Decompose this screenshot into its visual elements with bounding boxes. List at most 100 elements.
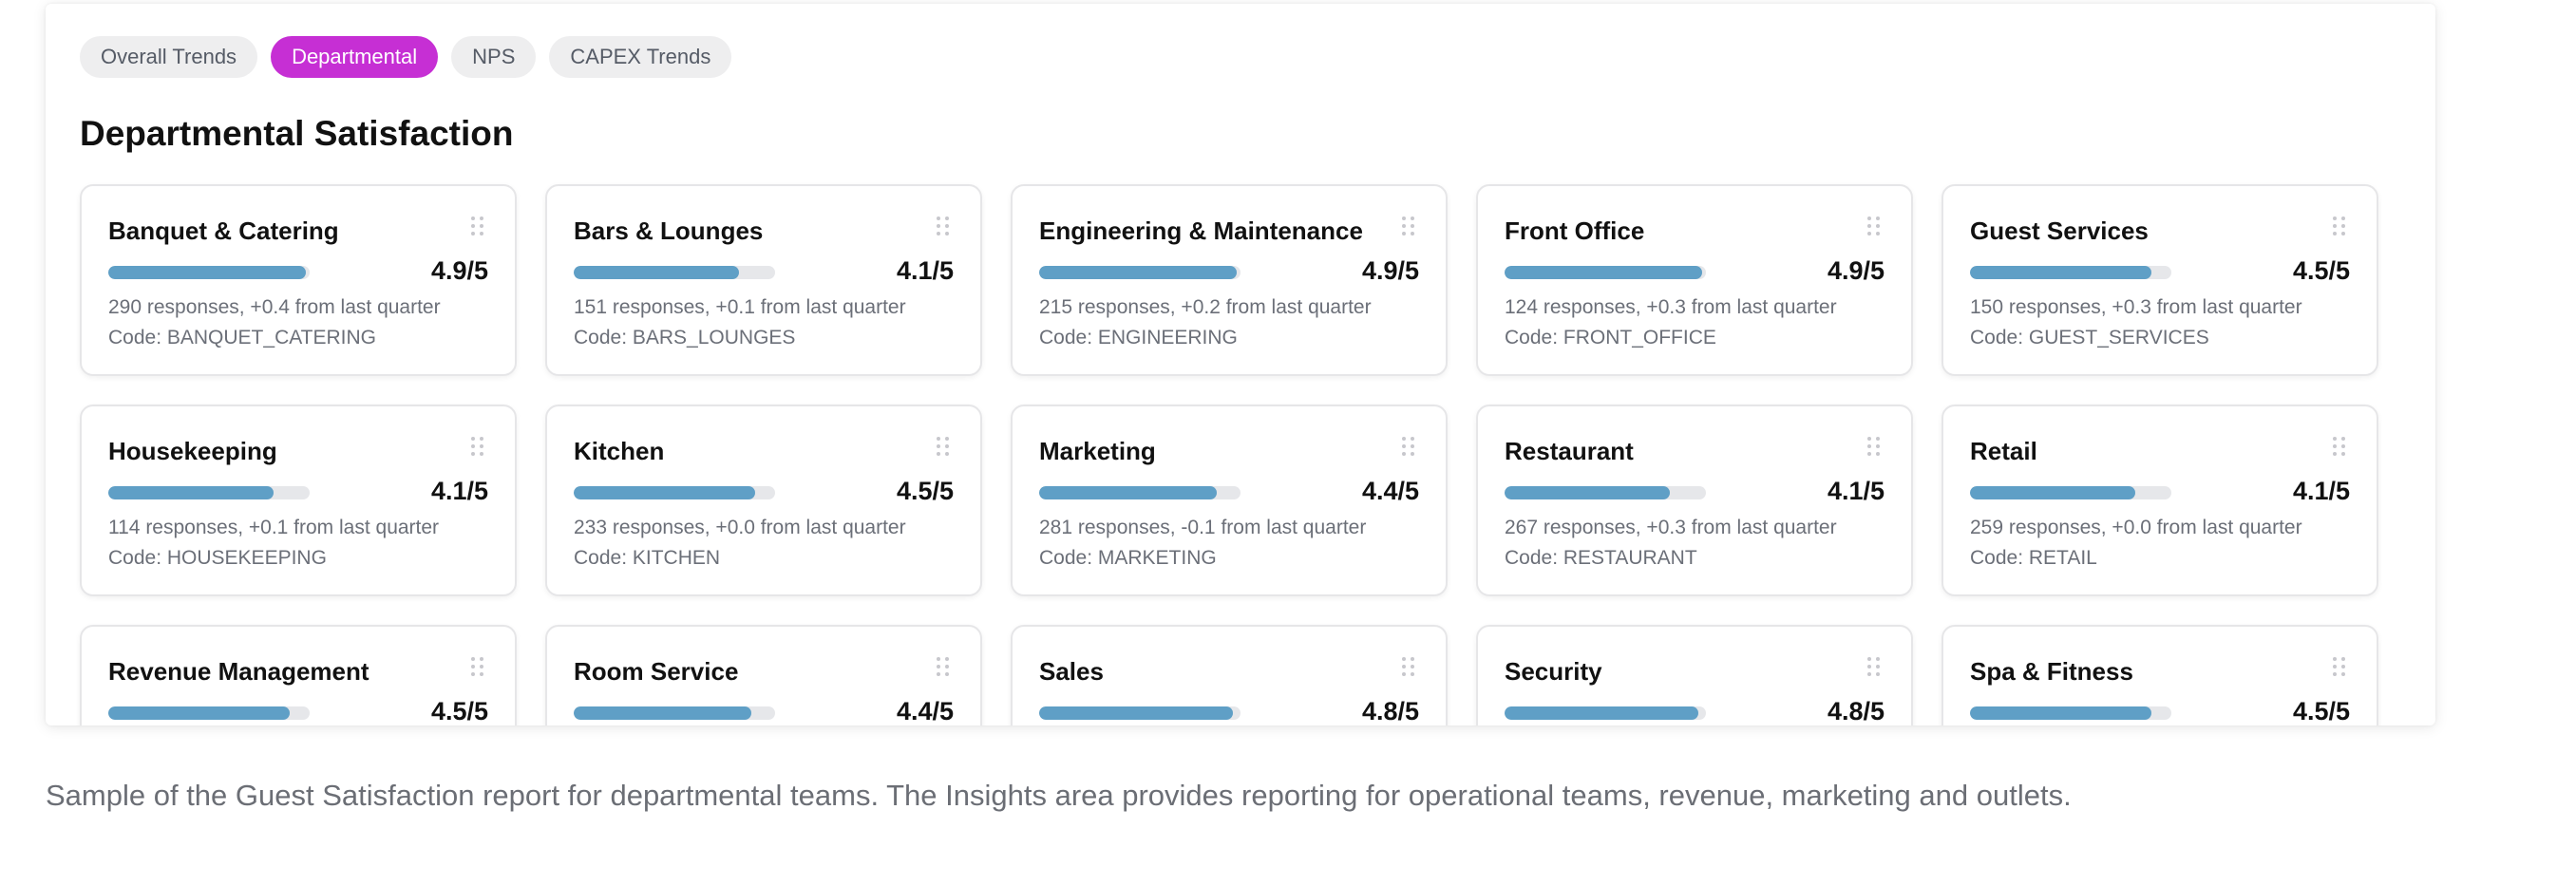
department-code: Code: GUEST_SERVICES	[1970, 327, 2209, 348]
department-name: Retail	[1970, 437, 2037, 465]
department-code: Code: MARKETING	[1039, 547, 1217, 569]
department-code: Code: KITCHEN	[574, 547, 721, 569]
drag-handle-icon[interactable]	[471, 657, 486, 676]
score-bar-fill	[108, 266, 306, 279]
score-bar-fill	[1039, 706, 1233, 720]
score-bar-fill	[1505, 486, 1670, 499]
score-bar-track	[1970, 706, 2171, 720]
drag-handle-icon[interactable]	[1402, 217, 1417, 235]
tab-departmental[interactable]: Departmental	[271, 36, 439, 78]
department-card[interactable]: Bars & Lounges 4.1/5 151 responses, +0.1…	[545, 184, 982, 376]
score-bar-track	[1505, 486, 1706, 499]
department-code: Code: RETAIL	[1970, 547, 2097, 569]
department-card[interactable]: Banquet & Catering 4.9/5 290 responses, …	[80, 184, 517, 376]
department-responses: 215 responses, +0.2 from last quarter	[1039, 296, 1372, 318]
department-code: Code: RESTAURANT	[1505, 547, 1697, 569]
department-name: Housekeeping	[108, 437, 277, 465]
department-meta: 281 responses, -0.1 from last quarter Co…	[1039, 513, 1366, 574]
department-score: 4.5/5	[430, 697, 488, 725]
drag-handle-icon[interactable]	[471, 217, 486, 235]
tab-capex-trends[interactable]: CAPEX Trends	[549, 36, 732, 78]
score-bar-fill	[1970, 486, 2135, 499]
department-name: Marketing	[1039, 437, 1156, 465]
department-card[interactable]: Retail 4.1/5 259 responses, +0.0 from la…	[1941, 405, 2378, 596]
department-code: Code: FRONT_OFFICE	[1505, 327, 1716, 348]
department-score: 4.1/5	[896, 256, 954, 285]
score-bar-fill	[574, 266, 739, 279]
department-name: Kitchen	[574, 437, 665, 465]
score-bar-track	[1970, 266, 2171, 279]
department-meta: 124 responses, +0.3 from last quarter Co…	[1505, 292, 1837, 353]
department-score: 4.5/5	[896, 477, 954, 505]
drag-handle-icon[interactable]	[1402, 657, 1417, 676]
drag-handle-icon[interactable]	[1867, 657, 1883, 676]
department-name: Security	[1505, 657, 1602, 686]
drag-handle-icon[interactable]	[937, 437, 952, 456]
score-bar-fill	[1970, 266, 2151, 279]
department-card[interactable]: Sales 4.8/5	[1011, 625, 1448, 725]
department-score: 4.4/5	[1361, 477, 1419, 505]
score-bar-fill	[1039, 486, 1217, 499]
score-bar-track	[1505, 266, 1706, 279]
department-card[interactable]: Restaurant 4.1/5 267 responses, +0.3 fro…	[1476, 405, 1913, 596]
drag-handle-icon[interactable]	[937, 217, 952, 235]
department-card[interactable]: Spa & Fitness 4.5/5	[1941, 625, 2378, 725]
tab-overall-trends[interactable]: Overall Trends	[80, 36, 258, 78]
department-score: 4.4/5	[896, 697, 954, 725]
score-bar-fill	[574, 486, 755, 499]
department-name: Guest Services	[1970, 217, 2149, 245]
score-bar-track	[108, 266, 310, 279]
departmental-report-panel: Overall Trends Departmental NPS CAPEX Tr…	[46, 4, 2435, 725]
drag-handle-icon[interactable]	[2333, 657, 2348, 676]
department-responses: 267 responses, +0.3 from last quarter	[1505, 517, 1837, 538]
drag-handle-icon[interactable]	[1867, 437, 1883, 456]
drag-handle-icon[interactable]	[937, 657, 952, 676]
department-card[interactable]: Marketing 4.4/5 281 responses, -0.1 from…	[1011, 405, 1448, 596]
score-bar-fill	[108, 486, 274, 499]
department-score: 4.1/5	[2292, 477, 2350, 505]
score-bar-fill	[1039, 266, 1237, 279]
score-bar-track	[108, 706, 310, 720]
department-name: Sales	[1039, 657, 1104, 686]
score-bar-track	[1039, 266, 1241, 279]
department-card[interactable]: Front Office 4.9/5 124 responses, +0.3 f…	[1476, 184, 1913, 376]
drag-handle-icon[interactable]	[471, 437, 486, 456]
score-bar-track	[574, 706, 775, 720]
drag-handle-icon[interactable]	[1867, 217, 1883, 235]
department-score: 4.9/5	[430, 256, 488, 285]
department-meta: 290 responses, +0.4 from last quarter Co…	[108, 292, 441, 353]
department-meta: 259 responses, +0.0 from last quarter Co…	[1970, 513, 2302, 574]
department-card[interactable]: Kitchen 4.5/5 233 responses, +0.0 from l…	[545, 405, 982, 596]
department-responses: 281 responses, -0.1 from last quarter	[1039, 517, 1367, 538]
department-responses: 124 responses, +0.3 from last quarter	[1505, 296, 1837, 318]
department-responses: 114 responses, +0.1 from last quarter	[108, 517, 440, 538]
score-bar-track	[1039, 486, 1241, 499]
score-bar-fill	[1970, 706, 2151, 720]
department-code: Code: ENGINEERING	[1039, 327, 1238, 348]
score-bar-track	[1505, 706, 1706, 720]
department-card[interactable]: Guest Services 4.5/5 150 responses, +0.3…	[1941, 184, 2378, 376]
department-meta: 151 responses, +0.1 from last quarter Co…	[574, 292, 906, 353]
tab-nps[interactable]: NPS	[451, 36, 537, 78]
department-meta: 215 responses, +0.2 from last quarter Co…	[1039, 292, 1372, 353]
department-meta: 233 responses, +0.0 from last quarter Co…	[574, 513, 906, 574]
drag-handle-icon[interactable]	[2333, 437, 2348, 456]
department-responses: 290 responses, +0.4 from last quarter	[108, 296, 441, 318]
department-name: Revenue Management	[108, 657, 369, 686]
department-score: 4.9/5	[1827, 256, 1885, 285]
score-bar-track	[108, 486, 310, 499]
drag-handle-icon[interactable]	[2333, 217, 2348, 235]
department-meta: 114 responses, +0.1 from last quarter Co…	[108, 513, 439, 574]
department-code: Code: BANQUET_CATERING	[108, 327, 377, 348]
department-score: 4.9/5	[1361, 256, 1419, 285]
department-card[interactable]: Housekeeping 4.1/5 114 responses, +0.1 f…	[80, 405, 517, 596]
department-meta: 267 responses, +0.3 from last quarter Co…	[1505, 513, 1837, 574]
drag-handle-icon[interactable]	[1402, 437, 1417, 456]
department-card[interactable]: Room Service 4.4/5	[545, 625, 982, 725]
department-name: Bars & Lounges	[574, 217, 764, 245]
department-card[interactable]: Revenue Management 4.5/5	[80, 625, 517, 725]
score-bar-track	[574, 486, 775, 499]
score-bar-fill	[574, 706, 751, 720]
department-card[interactable]: Engineering & Maintenance 4.9/5 215 resp…	[1011, 184, 1448, 376]
department-card[interactable]: Security 4.8/5	[1476, 625, 1913, 725]
